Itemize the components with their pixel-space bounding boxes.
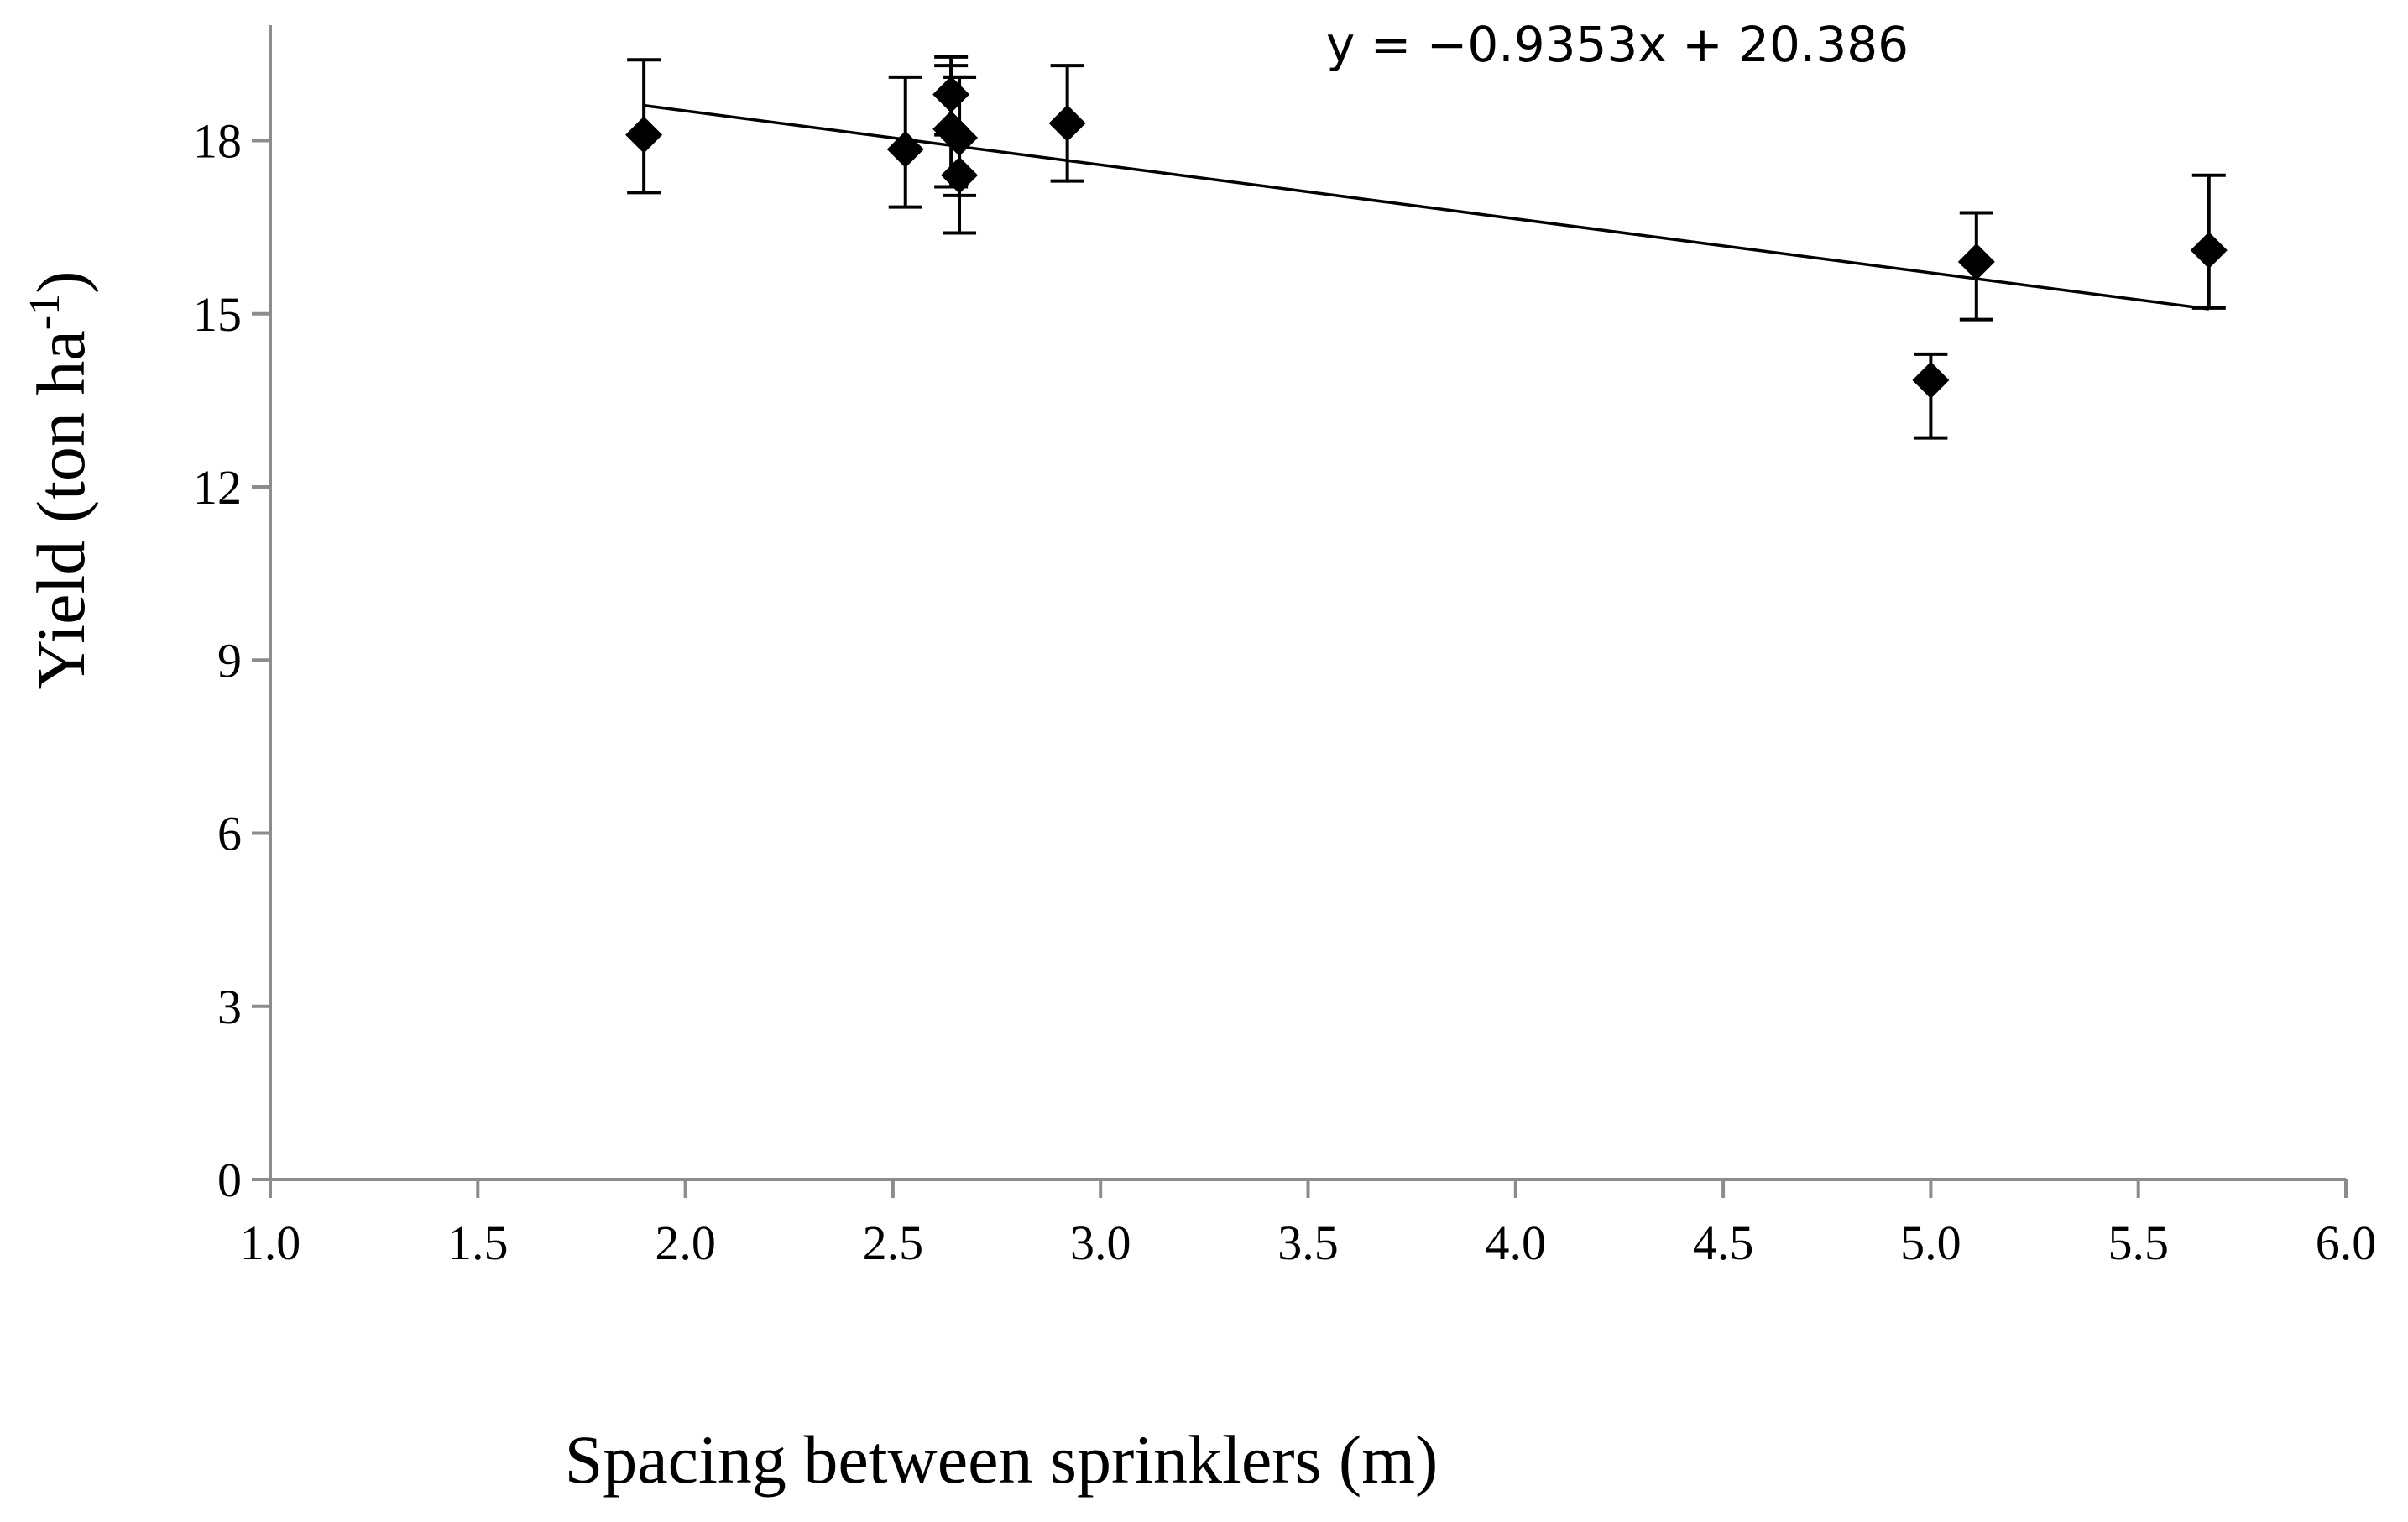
x-tick-label: 2.5 [863,1216,924,1270]
data-point [941,156,979,194]
axes [269,25,2346,1181]
y-tick-label: 3 [217,980,242,1034]
y-tick-label: 6 [217,807,242,861]
x-axis-ticks: 1.0 1.5 2.0 2.5 3.0 3.5 4.0 4.5 5.0 5.5 6.0 [240,1179,2377,1270]
data-point [625,116,663,154]
data-point [2190,232,2228,269]
y-tick-label: 9 [217,633,242,688]
y-axis-title-close: ) [23,271,99,294]
x-axis-title: Spacing between sprinklers (m) [565,1421,1439,1498]
x-tick-label: 4.5 [1693,1216,1754,1270]
data-point [1912,361,1950,399]
data-point [932,76,970,113]
y-tick-label: 12 [193,460,242,515]
y-tick-label: 0 [217,1153,242,1207]
data-point [1048,104,1086,142]
error-bars [627,55,2226,440]
x-tick-label: 6.0 [2316,1216,2377,1270]
trendline [643,103,2210,311]
y-tick-label: 15 [193,287,242,342]
data-point [941,119,979,157]
x-tick-label: 4.0 [1486,1216,1547,1270]
x-tick-label: 1.0 [240,1216,301,1270]
data-points [625,76,2228,399]
x-tick-label: 5.5 [2108,1216,2169,1270]
trendline-equation: y = −0.9353x + 20.386 [1326,16,1909,73]
y-axis-title: Yield (ton ha-1) [21,271,99,690]
data-point [1957,243,1995,280]
data-point [886,130,924,168]
y-axis-ticks: 0 3 6 9 12 15 18 [193,114,270,1207]
x-tick-label: 1.5 [447,1216,509,1270]
y-tick-label: 18 [193,114,242,169]
x-tick-label: 5.0 [1900,1216,1961,1270]
x-tick-label: 3.5 [1277,1216,1339,1270]
trendline-group [643,103,2210,311]
y-axis-title-superscript: -1 [21,294,69,330]
x-tick-label: 2.0 [655,1216,716,1270]
y-axis-title-main: Yield (ton ha [23,330,99,689]
x-tick-label: 3.0 [1070,1216,1131,1270]
